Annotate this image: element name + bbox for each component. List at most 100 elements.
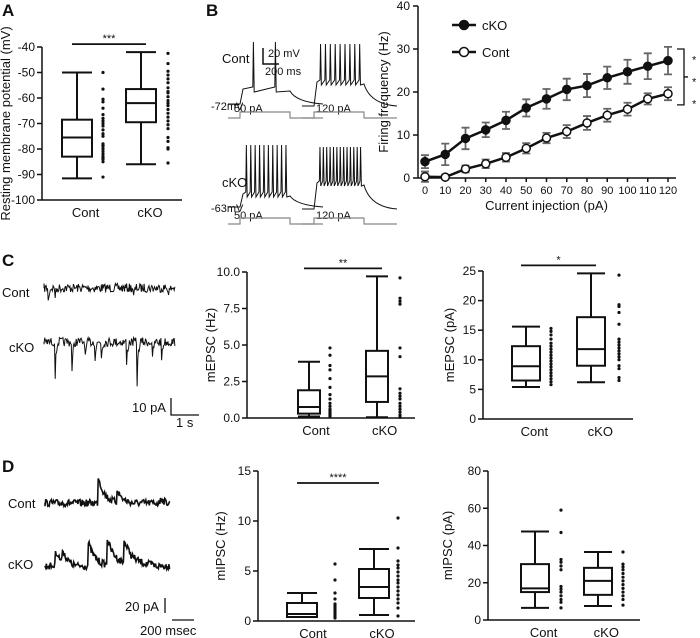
data-point [101, 87, 105, 91]
data-point [440, 149, 450, 160]
c-scale-bar [170, 398, 199, 416]
d-cont-label: Cont [8, 496, 36, 511]
legend-marker [458, 19, 470, 31]
data-point [101, 144, 105, 149]
y-tick-label: 40 [468, 539, 482, 553]
y-tick-label: -40 [18, 40, 36, 54]
data-point [521, 103, 531, 113]
data-point [481, 125, 491, 135]
data-point [166, 95, 170, 99]
data-point [396, 589, 400, 593]
data-point [396, 563, 400, 567]
c-cko-label: cKO [9, 340, 34, 355]
data-point [549, 368, 553, 372]
data-point [328, 363, 332, 368]
data-point [549, 365, 553, 369]
b-cont-label: Cont [222, 51, 250, 66]
data-point [166, 91, 170, 95]
significance-stars: **** [329, 472, 347, 484]
legend-label: Cont [482, 45, 510, 60]
data-point [398, 299, 402, 303]
data-point [617, 355, 621, 359]
data-point [166, 51, 170, 55]
data-point [333, 602, 337, 606]
data-point [166, 115, 170, 119]
b-step-cko-120: 120 pA [316, 210, 352, 222]
data-point [621, 575, 625, 579]
x-tick-label: 30 [480, 185, 492, 197]
data-point [617, 375, 621, 380]
data-point [420, 171, 430, 182]
data-point [166, 111, 170, 115]
d-cko-label: cKO [8, 557, 33, 572]
data-point [559, 597, 563, 602]
y-tick-label: 25 [463, 264, 477, 278]
y-tick-label: 60 [468, 501, 482, 515]
data-point [562, 84, 572, 95]
y-tick-label: -60 [18, 91, 36, 105]
data-point [333, 562, 337, 566]
data-point [101, 106, 105, 110]
data-point [549, 353, 553, 357]
data-point [396, 574, 400, 578]
boxplot-c2: 0 5 10 15 20 25 mEPSC (pA) Cont cKO * [442, 254, 633, 439]
data-point [101, 160, 105, 164]
b-step-cko-50: 50 pA [234, 210, 263, 222]
data-point [328, 407, 332, 411]
data-point [398, 302, 402, 306]
data-point [398, 404, 402, 408]
x-tick-label: Cont [521, 424, 549, 439]
data-point [460, 133, 471, 144]
data-point [643, 61, 653, 71]
data-point [333, 597, 337, 601]
y-tick-label: -50 [18, 66, 36, 80]
data-point [559, 594, 563, 598]
data-point [582, 118, 592, 128]
y-tick-label: 5 [469, 382, 476, 396]
b-scale-t: 200 ms [265, 66, 302, 78]
data-point [582, 80, 592, 91]
significance-stars: *** [103, 33, 117, 45]
y-axis-label: Firing frequency (Hz) [376, 31, 391, 152]
b-step-cont-50: 50 pA [234, 103, 263, 115]
x-tick-label: 90 [601, 185, 613, 197]
data-point [602, 110, 612, 120]
data-point [549, 356, 553, 360]
y-tick-label: -70 [18, 117, 36, 131]
data-point [101, 134, 105, 138]
data-point [562, 126, 572, 137]
data-point [328, 404, 332, 408]
y-axis-label: mEPSC (pA) [442, 308, 457, 382]
data-point [549, 362, 553, 366]
data-point [663, 88, 673, 99]
data-point [617, 358, 621, 362]
y-tick-label: 20 [463, 294, 477, 308]
data-point [396, 601, 400, 605]
data-point [333, 591, 337, 595]
trace-cont-120pa [302, 43, 398, 107]
data-point [398, 397, 402, 401]
y-tick-label: 30 [397, 42, 411, 56]
y-tick-label: 5.0 [223, 338, 240, 352]
box-iqr [358, 568, 390, 599]
data-point [622, 67, 633, 77]
trace-mepsc-cont [43, 281, 176, 301]
y-tick-label: 10 [397, 128, 411, 142]
trace-mipsc-cont [44, 478, 171, 509]
trace-cko-50pa [228, 144, 324, 208]
panel-label-d: D [2, 457, 14, 476]
data-point [549, 380, 553, 384]
data-point [617, 343, 621, 347]
data-point [549, 359, 553, 363]
y-tick-label: 0 [403, 171, 410, 185]
data-point [621, 565, 625, 569]
x-tick-label: 100 [618, 185, 636, 197]
current-step [228, 217, 323, 225]
boxplot-d1: 0 5 10 15 mIPSC (Hz) Cont cKO **** [213, 464, 415, 638]
data-point [617, 310, 621, 315]
data-point [559, 590, 563, 594]
box-iqr [125, 88, 157, 124]
data-point [396, 559, 400, 563]
data-point [101, 112, 105, 117]
b-scale-bar [262, 48, 279, 65]
